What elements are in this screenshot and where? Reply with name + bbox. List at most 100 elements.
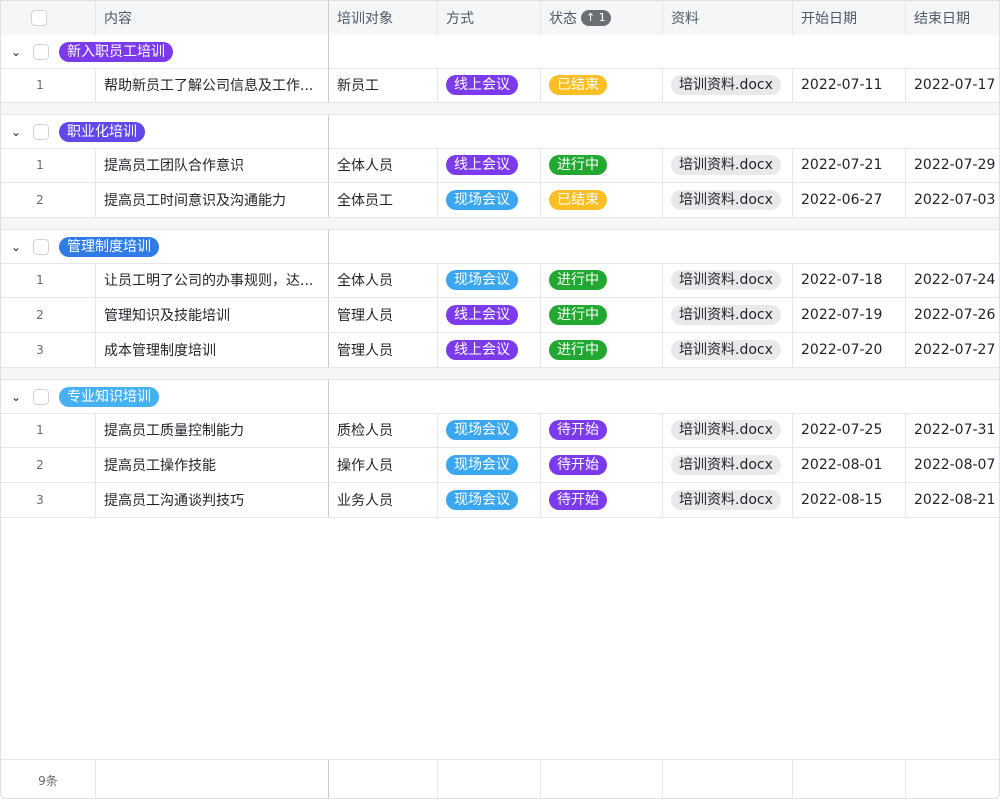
file-attachment[interactable]: 培训资料.docx xyxy=(671,455,781,475)
content-cell[interactable]: 管理知识及技能培训 xyxy=(104,308,230,324)
table-row[interactable]: 1 提高员工质量控制能力 质检人员 现场会议 待开始 培训资料.docx 202… xyxy=(1,413,999,448)
table-header: 内容 培训对象 方式 状态 ↑ 1 资料 开始日期 结束日期 xyxy=(1,1,999,36)
col-header-file[interactable]: 资料 xyxy=(663,1,793,35)
group-checkbox[interactable] xyxy=(33,238,49,255)
file-attachment[interactable]: 培训资料.docx xyxy=(671,270,781,290)
status-tag[interactable]: 进行中 xyxy=(549,155,607,175)
status-tag[interactable]: 待开始 xyxy=(549,420,607,440)
sort-badge[interactable]: ↑ 1 xyxy=(581,10,611,26)
mode-tag[interactable]: 线上会议 xyxy=(446,305,518,325)
content-cell[interactable]: 提高员工沟通谈判技巧 xyxy=(104,493,244,509)
col-header-end[interactable]: 结束日期 xyxy=(906,1,999,35)
table-row[interactable]: 3 成本管理制度培训 管理人员 线上会议 进行中 培训资料.docx 2022-… xyxy=(1,333,999,368)
end-date[interactable]: 2022-07-17 xyxy=(914,77,996,93)
col-header-start[interactable]: 开始日期 xyxy=(793,1,906,35)
end-date[interactable]: 2022-07-29 xyxy=(914,157,996,173)
file-attachment[interactable]: 培训资料.docx xyxy=(671,75,781,95)
table-row[interactable]: 1 让员工明了公司的办事规则，达... 全体人员 现场会议 进行中 培训资料.d… xyxy=(1,263,999,298)
status-tag[interactable]: 进行中 xyxy=(549,340,607,360)
mode-tag[interactable]: 现场会议 xyxy=(446,420,518,440)
group-row[interactable]: ⌄ 管理制度培训 xyxy=(1,230,999,264)
mode-tag[interactable]: 线上会议 xyxy=(446,155,518,175)
row-index: 3 xyxy=(36,493,44,507)
target-cell[interactable]: 全体人员 xyxy=(337,158,393,174)
table-row[interactable]: 2 提高员工操作技能 操作人员 现场会议 待开始 培训资料.docx 2022-… xyxy=(1,448,999,483)
file-attachment[interactable]: 培训资料.docx xyxy=(671,420,781,440)
start-date[interactable]: 2022-08-15 xyxy=(801,492,883,508)
start-date[interactable]: 2022-07-25 xyxy=(801,422,883,438)
group-row[interactable]: ⌄ 职业化培训 xyxy=(1,115,999,149)
table-row[interactable]: 1 提高员工团队合作意识 全体人员 线上会议 进行中 培训资料.docx 202… xyxy=(1,148,999,183)
end-date[interactable]: 2022-07-31 xyxy=(914,422,996,438)
mode-tag[interactable]: 线上会议 xyxy=(446,75,518,95)
end-date[interactable]: 2022-07-24 xyxy=(914,272,996,288)
end-date[interactable]: 2022-08-07 xyxy=(914,457,996,473)
target-cell[interactable]: 全体员工 xyxy=(337,193,393,209)
mode-tag[interactable]: 线上会议 xyxy=(446,340,518,360)
group-spacer xyxy=(1,103,999,115)
target-cell[interactable]: 新员工 xyxy=(337,78,379,94)
end-date[interactable]: 2022-07-27 xyxy=(914,342,996,358)
group-checkbox[interactable] xyxy=(33,123,49,140)
content-cell[interactable]: 让员工明了公司的办事规则，达... xyxy=(104,273,314,289)
status-tag[interactable]: 进行中 xyxy=(549,305,607,325)
status-tag[interactable]: 已结束 xyxy=(549,190,607,210)
target-cell[interactable]: 操作人员 xyxy=(337,458,393,474)
col-header-status[interactable]: 状态 ↑ 1 xyxy=(541,1,663,35)
mode-tag[interactable]: 现场会议 xyxy=(446,455,518,475)
start-date[interactable]: 2022-06-27 xyxy=(801,192,883,208)
chevron-down-icon[interactable]: ⌄ xyxy=(11,124,22,139)
col-header-target[interactable]: 培训对象 xyxy=(329,1,438,35)
status-tag[interactable]: 进行中 xyxy=(549,270,607,290)
target-cell[interactable]: 业务人员 xyxy=(337,493,393,509)
content-cell[interactable]: 提高员工时间意识及沟通能力 xyxy=(104,193,286,209)
start-date[interactable]: 2022-07-11 xyxy=(801,77,883,93)
target-cell[interactable]: 质检人员 xyxy=(337,423,393,439)
group-tag: 职业化培训 xyxy=(59,121,145,142)
start-date[interactable]: 2022-07-20 xyxy=(801,342,883,358)
group-row[interactable]: ⌄ 新入职员工培训 xyxy=(1,35,999,69)
start-date[interactable]: 2022-07-18 xyxy=(801,272,883,288)
content-cell[interactable]: 提高员工操作技能 xyxy=(104,458,216,474)
target-cell[interactable]: 管理人员 xyxy=(337,308,393,324)
col-label: 内容 xyxy=(104,11,132,27)
file-attachment[interactable]: 培训资料.docx xyxy=(671,155,781,175)
file-attachment[interactable]: 培训资料.docx xyxy=(671,340,781,360)
mode-tag[interactable]: 现场会议 xyxy=(446,270,518,290)
target-cell[interactable]: 全体人员 xyxy=(337,273,393,289)
col-header-mode[interactable]: 方式 xyxy=(438,1,541,35)
start-date[interactable]: 2022-08-01 xyxy=(801,457,883,473)
chevron-down-icon[interactable]: ⌄ xyxy=(11,389,22,404)
target-cell[interactable]: 管理人员 xyxy=(337,343,393,359)
content-cell[interactable]: 提高员工质量控制能力 xyxy=(104,423,244,439)
file-attachment[interactable]: 培训资料.docx xyxy=(671,490,781,510)
mode-tag[interactable]: 现场会议 xyxy=(446,190,518,210)
end-date[interactable]: 2022-07-03 xyxy=(914,192,996,208)
chevron-down-icon[interactable]: ⌄ xyxy=(11,239,22,254)
end-date[interactable]: 2022-07-26 xyxy=(914,307,996,323)
group-row[interactable]: ⌄ 专业知识培训 xyxy=(1,380,999,414)
end-date[interactable]: 2022-08-21 xyxy=(914,492,996,508)
file-attachment[interactable]: 培训资料.docx xyxy=(671,190,781,210)
group-checkbox[interactable] xyxy=(33,43,49,60)
status-tag[interactable]: 待开始 xyxy=(549,490,607,510)
status-tag[interactable]: 已结束 xyxy=(549,75,607,95)
col-label: 结束日期 xyxy=(914,11,970,27)
col-label: 资料 xyxy=(671,11,699,27)
content-cell[interactable]: 帮助新员工了解公司信息及工作... xyxy=(104,78,314,94)
status-tag[interactable]: 待开始 xyxy=(549,455,607,475)
table-row[interactable]: 2 提高员工时间意识及沟通能力 全体员工 现场会议 已结束 培训资料.docx … xyxy=(1,183,999,218)
start-date[interactable]: 2022-07-21 xyxy=(801,157,883,173)
content-cell[interactable]: 提高员工团队合作意识 xyxy=(104,158,244,174)
select-all-checkbox[interactable] xyxy=(31,10,47,26)
mode-tag[interactable]: 现场会议 xyxy=(446,490,518,510)
start-date[interactable]: 2022-07-19 xyxy=(801,307,883,323)
file-attachment[interactable]: 培训资料.docx xyxy=(671,305,781,325)
table-row[interactable]: 3 提高员工沟通谈判技巧 业务人员 现场会议 待开始 培训资料.docx 202… xyxy=(1,483,999,518)
table-row[interactable]: 2 管理知识及技能培训 管理人员 线上会议 进行中 培训资料.docx 2022… xyxy=(1,298,999,333)
group-checkbox[interactable] xyxy=(33,388,49,405)
chevron-down-icon[interactable]: ⌄ xyxy=(11,44,22,59)
table-row[interactable]: 1 帮助新员工了解公司信息及工作... 新员工 线上会议 已结束 培训资料.do… xyxy=(1,68,999,103)
content-cell[interactable]: 成本管理制度培训 xyxy=(104,343,216,359)
col-header-content[interactable]: 内容 xyxy=(96,1,329,35)
